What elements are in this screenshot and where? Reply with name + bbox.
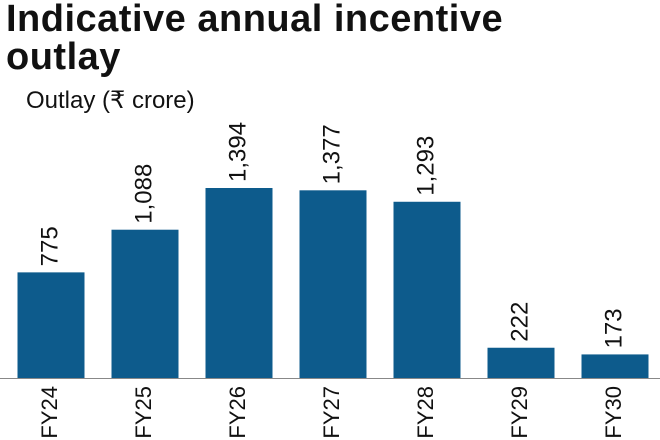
x-tick-label: FY24 — [37, 386, 62, 439]
value-label: 173 — [600, 308, 627, 348]
value-label: 1,088 — [130, 164, 157, 224]
value-label: 1,394 — [224, 122, 251, 182]
bar — [299, 190, 367, 378]
chart-title: Indicative annual incentive outlay — [6, 0, 504, 78]
value-label: 775 — [36, 226, 63, 266]
x-tick-label: FY28 — [413, 386, 438, 439]
x-tick-label: FY25 — [131, 386, 156, 439]
bar — [205, 188, 273, 378]
value-label: 222 — [506, 302, 533, 342]
bar — [111, 229, 179, 378]
value-label: 1,377 — [318, 124, 345, 184]
bar — [17, 272, 85, 378]
chart-subtitle: Outlay (₹ crore) — [26, 87, 195, 114]
x-tick-label: FY26 — [225, 386, 250, 439]
x-tick-label: FY27 — [319, 386, 344, 439]
bar — [487, 347, 555, 378]
bar — [393, 201, 461, 378]
x-tick-label: FY30 — [601, 386, 626, 439]
value-label: 1,293 — [412, 136, 439, 196]
bar — [581, 354, 649, 378]
x-tick-label: FY29 — [507, 386, 532, 439]
